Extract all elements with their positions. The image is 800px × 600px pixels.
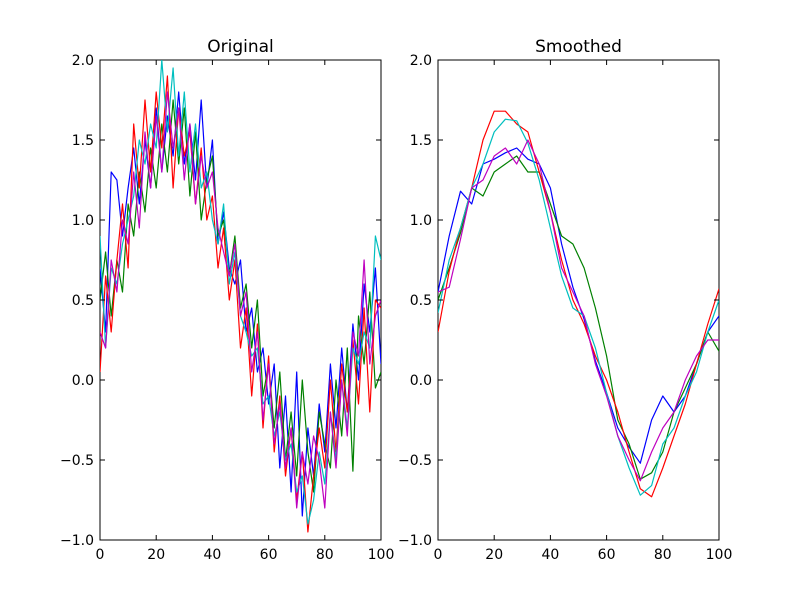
smoothed-series-line-cyan — [438, 118, 719, 496]
smoothed-x-tick-label: 0 — [434, 547, 443, 563]
original-plot-frame — [99, 59, 382, 541]
smoothed-x-tick-label: 80 — [654, 547, 672, 563]
smoothed-x-tick-label: 20 — [485, 547, 503, 563]
original-y-tick-label: 2.0 — [72, 53, 94, 69]
smoothed-plot: Smoothed 0 20 40 60 80 100 −1.0 −0.5 0.0 0.5 1.0 1.… — [398, 37, 732, 563]
smoothed-x-tick-label: 60 — [598, 547, 616, 563]
original-series-layer — [100, 60, 381, 533]
original-plot: Original 0 20 40 60 80 100 −1.0 −0.5 0.0 0.5 1.0 1.… — [60, 37, 394, 563]
smoothed-x-tick-label: 100 — [706, 547, 733, 563]
original-x-tick-label: 80 — [316, 547, 334, 563]
smoothed-y-tick-label: 2.0 — [410, 53, 432, 69]
smoothed-series-layer — [438, 110, 719, 498]
smoothed-y-tick-label: −0.5 — [398, 453, 432, 469]
original-y-tick-label: 0.5 — [72, 293, 94, 309]
original-x-tick-label: 40 — [203, 547, 221, 563]
smoothed-y-tick-label: 0.5 — [410, 293, 432, 309]
smoothed-y-tick-label: −1.0 — [398, 533, 432, 549]
original-y-tick-label: −1.0 — [60, 533, 94, 549]
smoothed-y-tick-label: 1.5 — [410, 133, 432, 149]
original-y-tick-label: 1.0 — [72, 213, 94, 229]
smoothed-y-tick-label: 0.0 — [410, 373, 432, 389]
original-x-tick-label: 100 — [368, 547, 395, 563]
original-tick-layer: 0 20 40 60 80 100 −1.0 −0.5 0.0 0.5 1.0 1.5 2.0 — [60, 53, 394, 563]
original-x-tick-label: 20 — [147, 547, 165, 563]
original-series-line-magenta — [100, 91, 381, 509]
original-x-tick-label: 60 — [260, 547, 278, 563]
original-series-line-red — [100, 75, 381, 533]
original-y-tick-label: 0.0 — [72, 373, 94, 389]
smoothed-series-line-magenta — [438, 139, 719, 482]
smoothed-y-tick-label: 1.0 — [410, 213, 432, 229]
smoothed-tick-layer: 0 20 40 60 80 100 −1.0 −0.5 0.0 0.5 1.0 1.5 2.0 — [398, 53, 732, 563]
original-y-tick-label: −0.5 — [60, 453, 94, 469]
original-y-tick-label: 1.5 — [72, 133, 94, 149]
original-plot-title: Original — [207, 37, 274, 57]
original-x-tick-label: 0 — [96, 547, 105, 563]
smoothed-plot-title: Smoothed — [535, 37, 622, 57]
smoothed-series-line-green — [438, 155, 719, 480]
smoothed-x-tick-label: 40 — [541, 547, 559, 563]
smoothed-plot-frame — [437, 59, 720, 541]
original-series-line-green — [100, 99, 381, 493]
